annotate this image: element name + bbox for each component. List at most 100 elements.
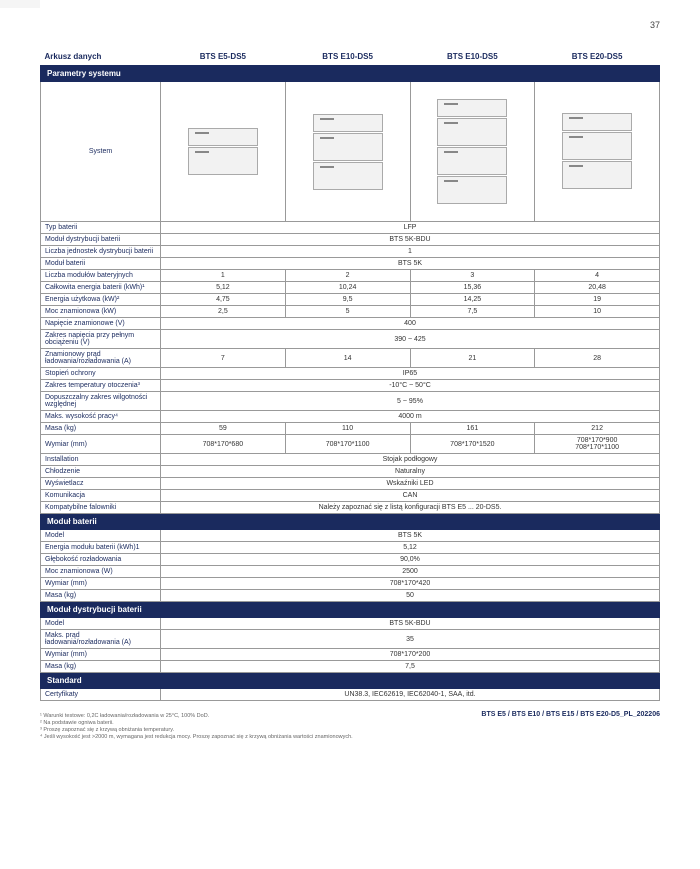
label: Typ baterii bbox=[41, 222, 161, 234]
v3: 21 bbox=[410, 349, 535, 368]
value: Wskaźniki LED bbox=[161, 478, 660, 490]
row-bm-power: Moc znamionowa (W)2500 bbox=[41, 566, 660, 578]
footnote-2: ² Na podstawie ogniwa baterii. bbox=[40, 720, 353, 727]
footnote-4: ⁴ Jeśli wysokość jest >2000 m, wymagana … bbox=[40, 734, 353, 741]
value: Naturalny bbox=[161, 466, 660, 478]
label: Masa (kg) bbox=[41, 590, 161, 602]
label: Moc znamionowa (kW) bbox=[41, 306, 161, 318]
v3: 3 bbox=[410, 270, 535, 282]
label: Maks. wysokość pracy⁴ bbox=[41, 411, 161, 423]
value: LFP bbox=[161, 222, 660, 234]
row-bm-dod: Głębokość rozładowania90,0% bbox=[41, 554, 660, 566]
value: 5,12 bbox=[161, 542, 660, 554]
value: UN38.3, IEC62619, IEC62040-1, SAA, itd. bbox=[161, 689, 660, 701]
v1: 1 bbox=[161, 270, 286, 282]
label: Stopień ochrony bbox=[41, 368, 161, 380]
value: 708*170*420 bbox=[161, 578, 660, 590]
v4: 212 bbox=[535, 423, 660, 435]
value: IP65 bbox=[161, 368, 660, 380]
v4: 10 bbox=[535, 306, 660, 318]
value: 708*170*200 bbox=[161, 649, 660, 661]
row-bdu-model: ModelBTS 5K-BDU bbox=[41, 618, 660, 630]
value: Stojak podłogowy bbox=[161, 454, 660, 466]
footnotes: ¹ Warunki testowe: 0,2C ładowania/rozład… bbox=[40, 713, 353, 742]
row-nominal-current: Znamionowy prąd ładowania/rozładowania (… bbox=[41, 349, 660, 368]
datasheet-table: Arkusz danych BTS E5-DS5 BTS E10-DS5 BTS… bbox=[40, 50, 660, 701]
row-installation: InstallationStojak podłogowy bbox=[41, 454, 660, 466]
row-comm: KomunikacjaCAN bbox=[41, 490, 660, 502]
v1: 708*170*680 bbox=[161, 435, 286, 454]
v4: 28 bbox=[535, 349, 660, 368]
page-number: 37 bbox=[40, 20, 660, 30]
row-dimensions: Wymiar (mm)708*170*680708*170*1100708*17… bbox=[41, 435, 660, 454]
row-display: WyświetlaczWskaźniki LED bbox=[41, 478, 660, 490]
v4: 19 bbox=[535, 294, 660, 306]
v4: 4 bbox=[535, 270, 660, 282]
label: Komunikacja bbox=[41, 490, 161, 502]
value: Należy zapoznać się z listą konfiguracji… bbox=[161, 502, 660, 514]
row-protection: Stopień ochronyIP65 bbox=[41, 368, 660, 380]
label: Model bbox=[41, 618, 161, 630]
footnote-1: ¹ Warunki testowe: 0,2C ładowania/rozład… bbox=[40, 713, 353, 720]
row-compat: Kompatybilne falownikiNależy zapoznać si… bbox=[41, 502, 660, 514]
row-system-images: System bbox=[41, 82, 660, 222]
value: 7,5 bbox=[161, 661, 660, 673]
label: Liczba jednostek dystrybucji baterii bbox=[41, 246, 161, 258]
row-bm-dim: Wymiar (mm)708*170*420 bbox=[41, 578, 660, 590]
v1: 2,5 bbox=[161, 306, 286, 318]
section-bdu-module: Moduł dystrybucji baterii bbox=[41, 602, 660, 618]
v2: 5 bbox=[285, 306, 410, 318]
label: Wymiar (mm) bbox=[41, 435, 161, 454]
row-humidity: Dopuszczalny zakres wilgotności względne… bbox=[41, 392, 660, 411]
row-bdu-current: Maks. prąd ładowania/rozładowania (A)35 bbox=[41, 630, 660, 649]
value: 2500 bbox=[161, 566, 660, 578]
label: Moc znamionowa (W) bbox=[41, 566, 161, 578]
v2: 10,24 bbox=[285, 282, 410, 294]
label: System bbox=[41, 82, 161, 222]
label: Liczba modułów bateryjnych bbox=[41, 270, 161, 282]
label: Wymiar (mm) bbox=[41, 578, 161, 590]
v1: 5,12 bbox=[161, 282, 286, 294]
value: BTS 5K bbox=[161, 530, 660, 542]
section-title: Parametry systemu bbox=[41, 66, 660, 82]
label: Maks. prąd ładowania/rozładowania (A) bbox=[41, 630, 161, 649]
section-title: Moduł dystrybucji baterii bbox=[41, 602, 660, 618]
row-altitude: Maks. wysokość pracy⁴4000 m bbox=[41, 411, 660, 423]
col-2: BTS E10-DS5 bbox=[285, 50, 410, 66]
value: BTS 5K bbox=[161, 258, 660, 270]
v2: 2 bbox=[285, 270, 410, 282]
section-title: Moduł baterii bbox=[41, 514, 660, 530]
label: Zakres napięcia przy pełnym obciążeniu (… bbox=[41, 330, 161, 349]
v3: 7,5 bbox=[410, 306, 535, 318]
system-img-1 bbox=[161, 82, 286, 222]
value: 1 bbox=[161, 246, 660, 258]
label: Wymiar (mm) bbox=[41, 649, 161, 661]
row-batt-mod-count: Liczba modułów bateryjnych1234 bbox=[41, 270, 660, 282]
row-bm-energy: Energia modułu baterii (kWh)15,12 bbox=[41, 542, 660, 554]
label: Zakres temperatury otoczenia³ bbox=[41, 380, 161, 392]
col-3: BTS E10-DS5 bbox=[410, 50, 535, 66]
v3: 15,36 bbox=[410, 282, 535, 294]
header-label: Arkusz danych bbox=[41, 50, 161, 66]
label: Kompatybilne falowniki bbox=[41, 502, 161, 514]
v3: 708*170*1520 bbox=[410, 435, 535, 454]
v4: 708*170*900 708*170*1100 bbox=[535, 435, 660, 454]
value: 400 bbox=[161, 318, 660, 330]
value: CAN bbox=[161, 490, 660, 502]
row-nominal-voltage: Napięcie znamionowe (V)400 bbox=[41, 318, 660, 330]
label: Moduł baterii bbox=[41, 258, 161, 270]
value: BTS 5K-BDU bbox=[161, 618, 660, 630]
row-usable-energy: Energia użytkowa (kW)²4,759,514,2519 bbox=[41, 294, 660, 306]
label: Chłodzenie bbox=[41, 466, 161, 478]
v2: 9,5 bbox=[285, 294, 410, 306]
section-title: Standard bbox=[41, 673, 660, 689]
label: Energia użytkowa (kW)² bbox=[41, 294, 161, 306]
label: Głębokość rozładowania bbox=[41, 554, 161, 566]
value: 35 bbox=[161, 630, 660, 649]
v4: 20,48 bbox=[535, 282, 660, 294]
row-nominal-power: Moc znamionowa (kW)2,557,510 bbox=[41, 306, 660, 318]
section-system-params: Parametry systemu bbox=[41, 66, 660, 82]
header-row: Arkusz danych BTS E5-DS5 BTS E10-DS5 BTS… bbox=[41, 50, 660, 66]
row-cooling: ChłodzenieNaturalny bbox=[41, 466, 660, 478]
v2: 708*170*1100 bbox=[285, 435, 410, 454]
